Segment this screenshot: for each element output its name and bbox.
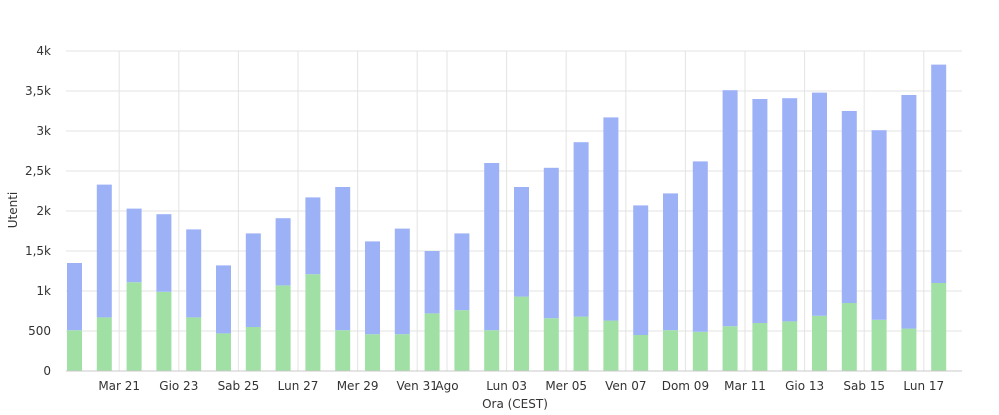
bar-segment-series-2: [216, 265, 231, 334]
bar-segment-series-2: [275, 218, 291, 286]
bar-segment-series-1: [67, 330, 82, 371]
x-tick-label: Lun 03: [486, 379, 527, 393]
bar-segment-series-2: [841, 111, 857, 303]
bar-segment-series-2: [692, 161, 708, 332]
y-tick-label: 500: [28, 324, 51, 338]
bar-segment-series-2: [365, 241, 380, 335]
x-tick-label: Mer 29: [337, 379, 379, 393]
bar-segment-series-1: [752, 323, 768, 371]
bars: [67, 64, 947, 371]
bar-segment-series-2: [722, 90, 738, 327]
bar-segment-series-1: [484, 330, 500, 371]
bar-segment-series-1: [96, 317, 112, 371]
bar-segment-series-1: [663, 330, 678, 371]
x-tick-label: Sab 15: [843, 379, 885, 393]
y-tick-label: 2,5k: [25, 164, 51, 178]
bar-segment-series-1: [156, 291, 172, 371]
bar-segment-series-1: [573, 316, 589, 371]
x-axis-title: Ora (CEST): [482, 397, 548, 411]
bar-segment-series-1: [454, 310, 470, 371]
bar-segment-series-2: [782, 98, 798, 322]
bar-segment-series-1: [186, 317, 202, 371]
bar-segment-series-2: [96, 184, 112, 318]
bar-segment-series-1: [871, 319, 887, 371]
bar-segment-series-1: [543, 318, 559, 371]
x-tick-label: Sab 25: [218, 379, 260, 393]
bar-segment-series-1: [305, 274, 321, 371]
bar-segment-series-1: [126, 282, 142, 371]
bar-segment-series-1: [275, 285, 291, 371]
bar-segment-series-2: [752, 99, 768, 323]
bar-segment-series-1: [812, 315, 827, 371]
x-tick-label: Mar 11: [724, 379, 766, 393]
bar-segment-series-2: [573, 142, 589, 317]
bar-segment-series-2: [543, 167, 559, 319]
bar-segment-series-1: [901, 328, 917, 371]
y-axis-ticks: 0 500 1k 1,5k 2k 2,5k 3k 3,5k 4k: [25, 44, 51, 378]
x-tick-label: Lun 27: [278, 379, 319, 393]
bar-segment-series-1: [841, 303, 857, 371]
bar-segment-series-2: [424, 251, 440, 314]
bar-segment-series-1: [722, 326, 738, 371]
bar-segment-series-1: [216, 333, 231, 371]
y-tick-label: 1k: [36, 284, 51, 298]
bar-segment-series-2: [305, 197, 321, 275]
x-tick-label: Gio 23: [159, 379, 198, 393]
bar-segment-series-1: [514, 296, 529, 371]
bar-segment-series-2: [186, 229, 202, 318]
x-tick-label: Mer 05: [545, 379, 587, 393]
bar-segment-series-2: [454, 233, 470, 311]
y-tick-label: 3k: [36, 124, 51, 138]
bar-segment-series-1: [692, 331, 708, 371]
bar-segment-series-1: [335, 330, 351, 371]
bar-segment-series-2: [901, 95, 917, 329]
bar-segment-series-2: [126, 208, 142, 283]
bar-segment-series-2: [514, 187, 529, 297]
bar-segment-series-2: [484, 163, 500, 331]
bar-segment-series-2: [603, 117, 619, 321]
x-tick-label: Lun 17: [903, 379, 944, 393]
bar-segment-series-1: [931, 283, 947, 371]
bar-segment-series-1: [245, 327, 261, 371]
bar-segment-series-2: [931, 64, 947, 283]
bar-segment-series-1: [394, 334, 410, 371]
bar-segment-series-2: [812, 92, 827, 316]
y-axis-title: Utenti: [6, 192, 20, 229]
x-tick-label: Ven 31: [397, 379, 438, 393]
bar-segment-series-2: [335, 187, 351, 331]
bar-segment-series-1: [603, 320, 619, 371]
y-tick-label: 3,5k: [25, 84, 51, 98]
x-tick-label: Mar 21: [98, 379, 140, 393]
x-tick-label: Ago: [435, 379, 458, 393]
bar-segment-series-2: [67, 263, 82, 331]
x-tick-label: Ven 07: [605, 379, 646, 393]
bar-segment-series-2: [156, 214, 172, 292]
bar-segment-series-2: [394, 228, 410, 335]
bar-segment-series-2: [245, 233, 261, 327]
bar-segment-series-1: [424, 313, 440, 371]
bar-segment-series-2: [871, 130, 887, 320]
x-tick-label: Gio 13: [785, 379, 824, 393]
bar-segment-series-2: [633, 205, 649, 335]
y-tick-label: 1,5k: [25, 244, 51, 258]
bar-segment-series-1: [365, 334, 380, 371]
bar-segment-series-2: [663, 193, 678, 331]
bar-segment-series-1: [633, 335, 649, 371]
x-tick-label: Dom 09: [662, 379, 709, 393]
y-tick-label: 2k: [36, 204, 51, 218]
y-tick-label: 0: [43, 364, 51, 378]
bar-segment-series-1: [782, 321, 798, 371]
y-tick-label: 4k: [36, 44, 51, 58]
